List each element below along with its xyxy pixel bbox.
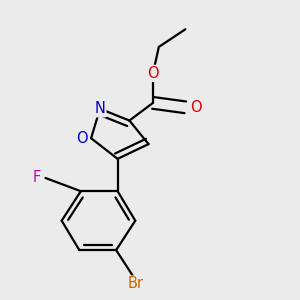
Text: O: O [147,66,159,81]
Text: O: O [76,131,88,146]
Text: N: N [94,101,105,116]
Text: O: O [190,100,202,115]
Text: F: F [33,170,41,185]
Text: Br: Br [127,277,143,292]
